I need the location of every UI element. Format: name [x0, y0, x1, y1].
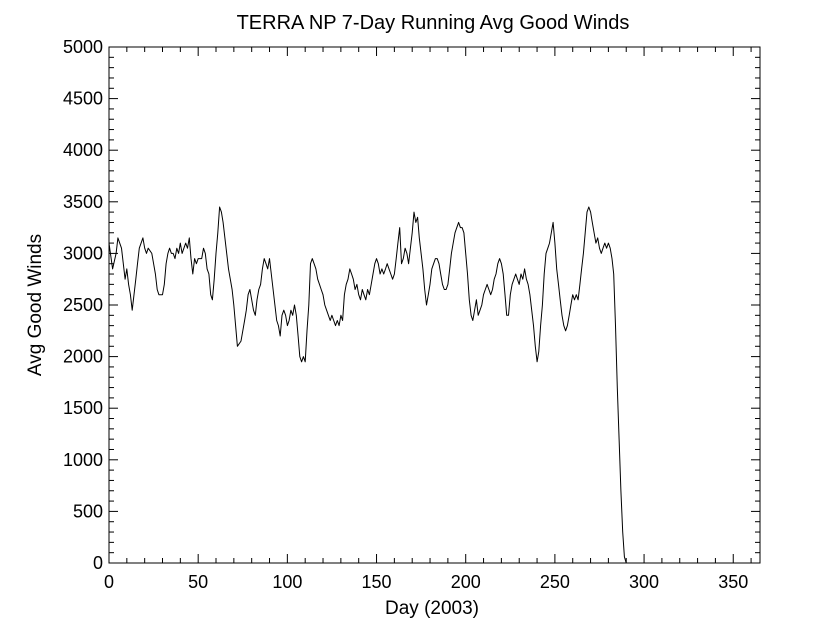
x-tick-label: 0: [104, 572, 114, 592]
y-tick-label: 4000: [63, 140, 103, 160]
x-tick-label: 100: [272, 572, 302, 592]
y-axis-label: Avg Good Winds: [25, 234, 46, 376]
y-tick-label: 5000: [63, 37, 103, 57]
x-tick-label: 250: [540, 572, 570, 592]
x-tick-label: 350: [718, 572, 748, 592]
y-tick-label: 500: [73, 501, 103, 521]
y-tick-label: 1000: [63, 450, 103, 470]
x-axis-label: Day (2003): [385, 598, 479, 619]
y-tick-label: 1500: [63, 398, 103, 418]
x-tick-label: 300: [629, 572, 659, 592]
y-tick-label: 0: [93, 553, 103, 573]
y-tick-label: 3000: [63, 243, 103, 263]
y-axis: 0 500 1000 1500 2000 2500 3000 3500 4000 4500 5000: [63, 37, 760, 573]
x-tick-label: 50: [188, 572, 208, 592]
plot-frame: [108, 46, 761, 564]
y-tick-label: 3500: [63, 192, 103, 212]
x-tick-label: 150: [362, 572, 392, 592]
chart-title: TERRA NP 7-Day Running Avg Good Winds: [237, 12, 630, 34]
series-line-avg-good-winds: [108, 206, 627, 564]
y-tick-label: 2000: [63, 347, 103, 367]
y-tick-label: 2500: [63, 295, 103, 315]
x-tick-label: 200: [451, 572, 481, 592]
x-axis: 0 50 100 150 200 250 300 350: [104, 47, 752, 592]
y-tick-label: 4500: [63, 89, 103, 109]
